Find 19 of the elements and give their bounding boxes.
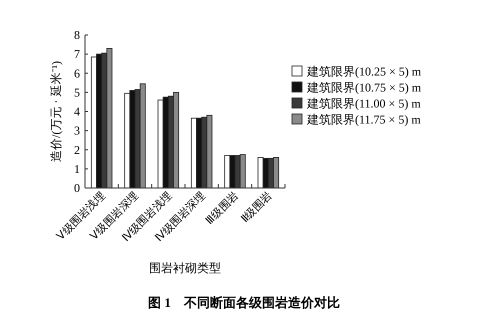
y-tick-label: 3 xyxy=(74,124,80,138)
y-tick-label: 2 xyxy=(74,142,80,157)
legend-label: 建筑限界(10.25 × 5) m xyxy=(306,64,422,78)
y-tick-label: 0 xyxy=(74,181,80,195)
y-tick-label: 5 xyxy=(74,85,80,100)
legend-label: 建筑限界(11.75 × 5) m xyxy=(306,112,422,126)
bar xyxy=(258,157,264,188)
y-tick-label: 8 xyxy=(74,28,80,42)
legend-label: 建筑限界(11.00 × 5) m xyxy=(306,96,422,110)
x-axis-title: 围岩衬砌类型 xyxy=(149,261,221,275)
y-tick-label: 4 xyxy=(74,104,80,118)
text: 图 1 不同断面各级围岩造价对比 xyxy=(148,295,340,310)
bar xyxy=(158,100,164,188)
y-axis-title: 造价/(万元 · 延米⁻¹) xyxy=(49,61,63,162)
y-tick-label: 7 xyxy=(74,47,80,62)
legend-label: 建筑限界(10.75 × 5) m xyxy=(306,80,422,94)
x-tick-label: Ⅱ级围岩 xyxy=(238,188,274,225)
y-tick-label: 6 xyxy=(74,66,80,80)
y-tick-label: 1 xyxy=(74,162,80,176)
